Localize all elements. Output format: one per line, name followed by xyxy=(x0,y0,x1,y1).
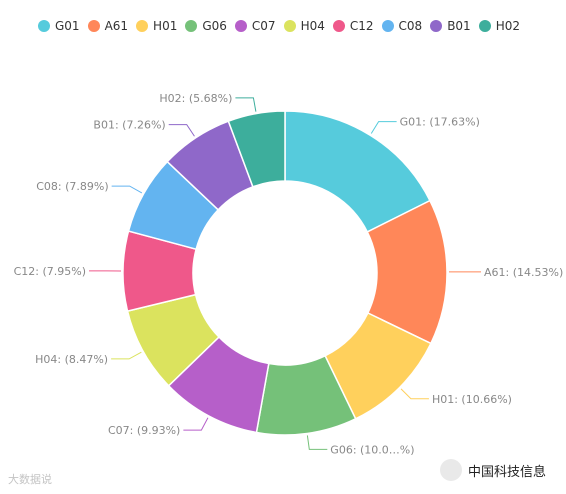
legend-item-a61[interactable]: A61 xyxy=(87,19,129,33)
legend-swatch xyxy=(381,20,394,32)
data-label-c07: C07: (9.93%) xyxy=(108,424,180,437)
data-label-a61: A61: (14.53%) xyxy=(484,266,563,279)
legend-swatch xyxy=(87,20,100,32)
legend-label: C08 xyxy=(398,19,423,33)
legend-label: C07 xyxy=(251,19,276,33)
legend-label: B01 xyxy=(447,19,471,33)
legend-label: C12 xyxy=(349,19,374,33)
legend-label: G01 xyxy=(54,19,80,33)
data-label-c08: C08: (7.89%) xyxy=(36,180,108,193)
leader-line-h02 xyxy=(235,97,257,112)
leader-line-g01 xyxy=(370,121,397,134)
slice-h02[interactable] xyxy=(227,110,286,188)
data-label-h02: H02: (5.68%) xyxy=(159,92,232,105)
data-label-h04: H04: (8.47%) xyxy=(35,353,108,366)
watermark-left: 大数据说 xyxy=(8,471,52,487)
legend-item-h02[interactable]: H02 xyxy=(478,19,520,33)
legend-swatch xyxy=(37,20,50,32)
legend-item-c08[interactable]: C08 xyxy=(381,19,423,33)
legend-item-c12[interactable]: C12 xyxy=(332,19,374,33)
data-label-g06: G06: (10.0…%) xyxy=(330,443,414,456)
legend-label: H02 xyxy=(495,19,520,33)
leader-line-h01 xyxy=(400,388,429,400)
legend-item-g06[interactable]: G06 xyxy=(185,19,227,33)
wechat-logo-icon xyxy=(440,459,462,481)
watermark-left-text: 大数据说 xyxy=(8,473,52,486)
chart-legend: G01 A61 H01 G06 C07 H04 C12 C08 B01 H02 xyxy=(0,14,566,38)
legend-swatch xyxy=(478,20,491,32)
legend-swatch xyxy=(185,20,198,32)
legend-item-b01[interactable]: B01 xyxy=(430,19,471,33)
legend-item-c07[interactable]: C07 xyxy=(234,19,276,33)
legend-swatch xyxy=(136,20,149,32)
data-label-c12: C12: (7.95%) xyxy=(14,265,86,278)
leader-line-c08 xyxy=(111,185,143,194)
watermark-right-text: 中国科技信息 xyxy=(468,464,547,480)
legend-label: H01 xyxy=(153,19,178,33)
leader-line-h04 xyxy=(111,351,142,360)
leader-line-c07 xyxy=(183,417,209,431)
watermark-right: 中国科技信息 xyxy=(440,459,546,481)
data-label-g01: G01: (17.63%) xyxy=(400,116,480,129)
leader-line-g06 xyxy=(306,435,328,450)
legend-label: H04 xyxy=(300,19,325,33)
legend-swatch xyxy=(430,20,443,32)
legend-item-h01[interactable]: H01 xyxy=(136,19,177,33)
leader-line-b01 xyxy=(168,124,195,137)
legend-swatch xyxy=(234,20,247,32)
legend-swatch xyxy=(283,20,296,32)
legend-item-h04[interactable]: H04 xyxy=(283,19,325,33)
legend-label: A61 xyxy=(104,19,129,33)
data-label-h01: H01: (10.66%) xyxy=(432,393,512,406)
legend-swatch xyxy=(332,20,345,32)
legend-item-g01[interactable]: G01 xyxy=(37,19,80,33)
data-label-b01: B01: (7.26%) xyxy=(93,119,165,132)
legend-label: G06 xyxy=(202,19,227,33)
